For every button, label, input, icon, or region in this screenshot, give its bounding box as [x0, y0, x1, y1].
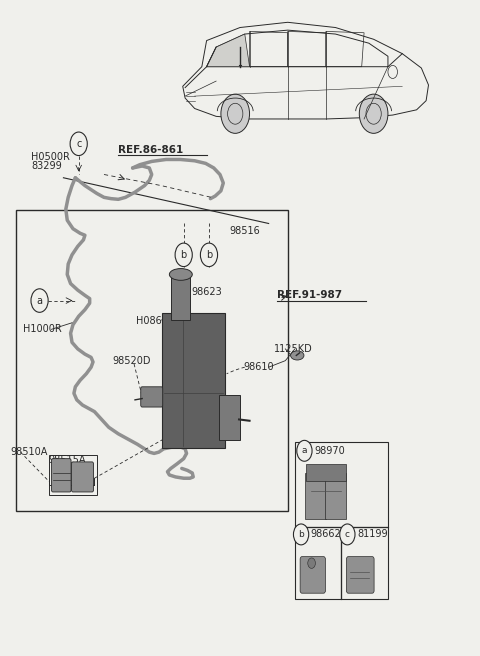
FancyBboxPatch shape	[162, 313, 225, 447]
Circle shape	[360, 94, 388, 133]
Circle shape	[308, 558, 315, 568]
Circle shape	[200, 243, 217, 266]
Text: 1125KD: 1125KD	[275, 344, 313, 354]
Circle shape	[340, 524, 355, 545]
Text: 98623: 98623	[192, 287, 222, 297]
Polygon shape	[206, 34, 250, 67]
Text: H0500R: H0500R	[32, 152, 71, 162]
Text: H1000R: H1000R	[23, 324, 61, 335]
Text: 98510A: 98510A	[10, 447, 48, 457]
Text: REF.91-987: REF.91-987	[277, 291, 342, 300]
Text: b: b	[206, 250, 212, 260]
Text: a: a	[36, 296, 43, 306]
FancyBboxPatch shape	[306, 464, 346, 481]
Text: 98662B: 98662B	[311, 529, 348, 539]
Text: 98516: 98516	[229, 226, 260, 236]
Text: 98515A: 98515A	[48, 455, 85, 465]
Text: 98520D: 98520D	[113, 356, 151, 365]
FancyBboxPatch shape	[325, 473, 347, 520]
Text: 98620: 98620	[162, 342, 192, 352]
Text: 98970: 98970	[314, 446, 345, 456]
Text: 98610: 98610	[244, 362, 275, 372]
Circle shape	[70, 132, 87, 155]
FancyBboxPatch shape	[171, 274, 190, 319]
Text: b: b	[298, 530, 304, 539]
Text: H0860R: H0860R	[136, 316, 175, 327]
Text: c: c	[76, 139, 82, 149]
Circle shape	[293, 524, 309, 545]
FancyBboxPatch shape	[51, 459, 71, 492]
Circle shape	[31, 289, 48, 312]
FancyBboxPatch shape	[72, 462, 94, 492]
FancyBboxPatch shape	[141, 387, 163, 407]
Text: REF.86-861: REF.86-861	[118, 146, 183, 155]
Text: a: a	[301, 446, 307, 455]
Text: 83299: 83299	[32, 161, 62, 171]
Text: c: c	[345, 530, 350, 539]
Circle shape	[297, 440, 312, 461]
Ellipse shape	[290, 351, 304, 360]
FancyBboxPatch shape	[347, 557, 374, 593]
Text: b: b	[180, 250, 187, 260]
Circle shape	[221, 94, 250, 133]
FancyBboxPatch shape	[219, 396, 240, 440]
FancyBboxPatch shape	[300, 557, 325, 593]
Text: 81199: 81199	[357, 529, 387, 539]
FancyBboxPatch shape	[305, 473, 326, 520]
Ellipse shape	[169, 268, 192, 280]
Circle shape	[175, 243, 192, 266]
